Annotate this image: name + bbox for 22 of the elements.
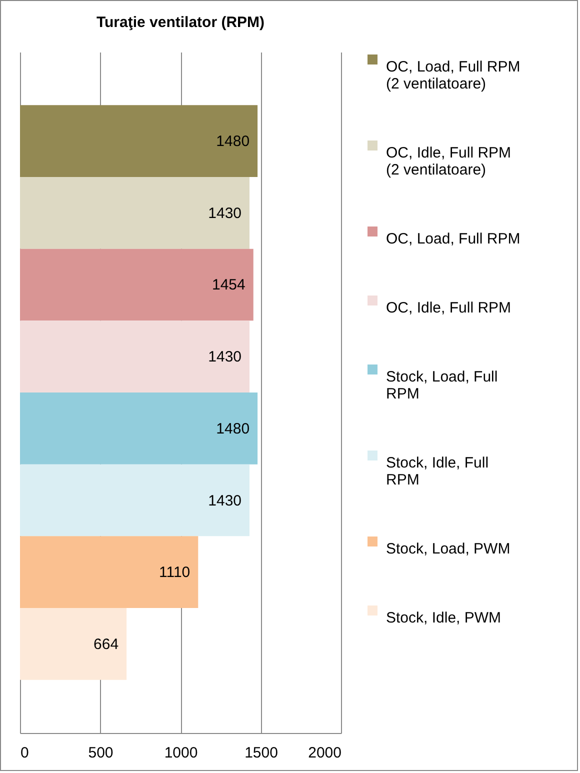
data-label: 1430 (208, 204, 242, 222)
chart-title: Turaţie ventilator (RPM) (96, 14, 265, 31)
x-tick-label: 2000 (308, 744, 342, 762)
data-label: 1480 (216, 420, 250, 438)
data-label: 1430 (208, 492, 242, 510)
x-tick-label: 0 (20, 744, 29, 762)
x-tick-label: 500 (88, 744, 114, 762)
data-label: 1454 (212, 276, 246, 294)
legend-label: Stock, Idle, Full RPM (386, 454, 489, 488)
data-label: 664 (94, 636, 119, 653)
x-tick-label: 1000 (164, 744, 198, 762)
legend-label: Stock, Load, Full RPM (386, 368, 498, 402)
legend-label: OC, Idle, Full RPM (386, 300, 512, 316)
legend-label: Stock, Idle, PWM (386, 610, 502, 626)
data-label: 1430 (208, 348, 242, 366)
x-tick-label: 1500 (244, 744, 278, 762)
legend-label: OC, Load, Full RPM (2 ventilatoare) (386, 58, 520, 92)
data-label: 1480 (216, 133, 250, 150)
legend-label: Stock, Load, PWM (386, 540, 510, 558)
legend-label: OC, Idle, Full RPM (2 ventilatoare) (386, 144, 512, 178)
legend-label: OC, Load, Full RPM (386, 230, 520, 248)
data-label: 1110 (159, 564, 190, 582)
